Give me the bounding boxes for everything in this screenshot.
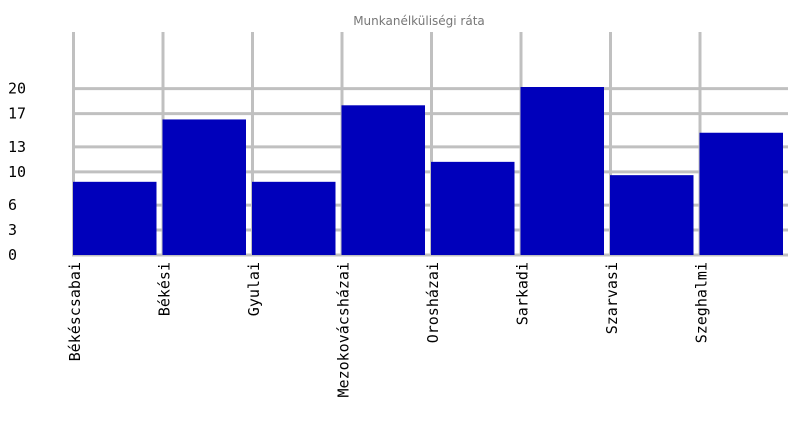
chart-title: Munkanélküliségi ráta — [353, 14, 485, 28]
bar-3 — [252, 181, 336, 255]
bar-5 — [431, 161, 515, 255]
x-tick-label-4: Mezokovácsházai — [335, 262, 353, 397]
bar-1 — [73, 181, 157, 255]
bar-7 — [610, 175, 694, 255]
x-tick-label-8: Szeghalmi — [693, 262, 711, 343]
bar-8 — [699, 132, 783, 255]
y-tick-label-6: 20 — [8, 80, 26, 98]
y-axis-ticks: 0 3 6 10 13 17 20 — [8, 80, 26, 264]
y-tick-label-3: 10 — [8, 163, 26, 181]
bar-2 — [162, 119, 246, 256]
y-tick-label-4: 13 — [8, 138, 26, 156]
x-tick-label-1: Békéscsabai — [66, 262, 84, 361]
y-tick-label-5: 17 — [8, 105, 26, 123]
x-tick-label-7: Szarvasi — [603, 262, 621, 334]
y-tick-label-2: 6 — [8, 196, 17, 214]
x-tick-label-3: Gyulai — [245, 262, 263, 316]
bar-4 — [341, 105, 425, 255]
x-axis-labels: Békéscsabai Békési Gyulai Mezokovácsházai Or… — [66, 262, 711, 397]
x-tick-label-6: Sarkadi — [514, 262, 532, 325]
bars — [73, 87, 783, 256]
y-tick-label-1: 3 — [8, 221, 17, 239]
bar-6 — [520, 87, 604, 255]
x-tick-label-2: Békési — [156, 262, 174, 316]
x-tick-label-5: Orosházai — [424, 262, 442, 343]
y-tick-label-0: 0 — [8, 246, 17, 264]
